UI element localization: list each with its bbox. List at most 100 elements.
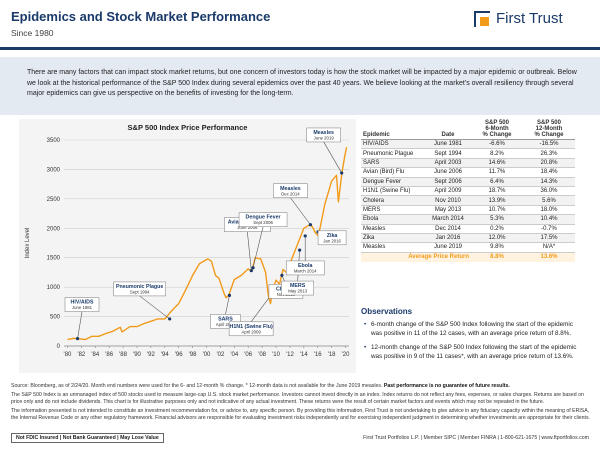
cell-epidemic: Measles (361, 242, 425, 253)
cell-date: Nov 2010 (425, 195, 471, 206)
y-tick-label: 2000 (47, 226, 61, 232)
cell-epidemic: Dengue Fever (361, 177, 425, 187)
cell-six: 10.7% (471, 205, 523, 216)
annotation-label: Dengue Fever (246, 215, 281, 221)
table-row: Pneumonic Plague Sept 1994 8.2% 26.3% (361, 148, 575, 159)
fdic-badge: Not FDIC Insured | Not Bank Guaranteed |… (11, 433, 164, 443)
annotation-label: Pneumonic Plague (116, 284, 163, 290)
col-six-month: S&P 500 6-Month % Change (471, 119, 523, 140)
footer: Not FDIC Insured | Not Bank Guaranteed |… (11, 431, 589, 445)
annotation-marker (303, 234, 307, 238)
x-tick-label: '06 (244, 352, 252, 358)
intro-text: There are many factors that can impact s… (27, 69, 577, 97)
x-tick-label: '16 (314, 352, 322, 358)
header-divider (0, 47, 600, 50)
x-tick-label: '80 (64, 352, 72, 358)
cell-date: June 2019 (425, 242, 471, 253)
annotation-date: April 2003 (216, 322, 236, 327)
intro-box: There are many factors that can impact s… (0, 57, 600, 115)
cell-date: Dec 2014 (425, 224, 471, 234)
y-tick-label: 3000 (47, 167, 61, 173)
cell-six: 6.4% (471, 177, 523, 187)
logo-text: First Trust (496, 10, 563, 27)
annotation-box (285, 260, 325, 276)
cell-twelve: 36.0% (523, 186, 575, 197)
footer-contact: First Trust Portfolios L.P. | Member SIP… (363, 435, 589, 441)
annotation-marker (280, 273, 284, 277)
cell-date: Jan 2016 (425, 233, 471, 244)
annotation-marker (75, 337, 80, 341)
x-tick-label: '10 (272, 352, 280, 358)
col-six-month-line2: 6-Month (485, 126, 509, 132)
annotation-leader (323, 141, 342, 174)
cell-epidemic: Measles (361, 224, 425, 234)
cell-twelve: 17.5% (523, 233, 575, 244)
source-line-1: Source: Bloomberg, as of 2/24/20. Month … (11, 383, 595, 391)
annotation-leader (139, 295, 170, 320)
annotation-date: June 2006 (237, 225, 258, 230)
col-six-month-line1: S&P 500 (485, 120, 509, 126)
cell-six: 11.7% (471, 167, 523, 178)
chart-title: S&P 500 Index Price Performance (128, 123, 248, 132)
annotation-box (64, 297, 100, 312)
table-row: Zika Jan 2016 12.0% 17.5% (361, 233, 575, 244)
cell-six: 5.3% (471, 214, 523, 225)
annotation-marker (308, 223, 313, 227)
first-trust-logo: First Trust (474, 10, 563, 27)
annotation-date: Sept 2006 (253, 220, 273, 225)
col-twelve-month-line2: 12-Month (535, 126, 563, 132)
annotation-box (113, 281, 166, 297)
cell-twelve: 26.3% (523, 148, 575, 159)
cell-twelve: 18.0% (523, 205, 575, 216)
col-epidemic: Epidemic (361, 119, 425, 140)
table-row: SARS April 2003 14.6% 20.8% (361, 158, 575, 169)
epidemic-table: Epidemic Date S&P 500 6-Month % Change S… (361, 119, 575, 262)
cell-six: 12.0% (471, 233, 523, 244)
cell-six: 8.2% (471, 148, 523, 159)
annotation-label: HIV/AIDS (71, 300, 94, 306)
annotation-leader (250, 294, 272, 322)
cell-twelve: -16.5% (523, 139, 575, 150)
annotation-marker (168, 317, 172, 321)
annotation-box (273, 183, 308, 199)
x-tick-label: '96 (175, 352, 183, 358)
cell-date: Sept 2006 (425, 177, 471, 187)
cell-epidemic: Zika (361, 233, 425, 244)
cell-date: June 1981 (425, 139, 471, 150)
x-tick-label: '84 (91, 352, 99, 358)
cell-epidemic: Cholera (361, 195, 425, 206)
annotation-leader (225, 295, 230, 315)
sp500-series-line (67, 146, 348, 341)
x-tick-label: '86 (105, 352, 113, 358)
x-tick-label: '04 (230, 352, 238, 358)
cell-twelve: 20.8% (523, 158, 575, 169)
cell-twelve: N/A* (523, 242, 575, 253)
annotation-label: Measles (313, 130, 334, 136)
annotation-label: MERS (290, 283, 306, 289)
col-date: Date (425, 119, 471, 140)
x-tick-label: '88 (119, 352, 127, 358)
source-text: Source: Bloomberg, as of 2/24/20. Month … (11, 383, 383, 389)
logo-mark-icon (474, 10, 490, 27)
cell-twelve: 18.4% (523, 167, 575, 178)
table-row: Ebola March 2014 5.3% 10.4% (361, 214, 575, 225)
annotation-date: June 2019 (314, 135, 335, 140)
cell-twelve: 5.6% (523, 195, 575, 206)
annotation-date: May 2013 (288, 289, 307, 294)
annotation-leader (252, 226, 264, 268)
average-six: 8.8% (471, 252, 523, 262)
chart-panel: S&P 500 Index Price Performance 0 500 1000 1… (19, 119, 356, 373)
table-row: Measles June 2019 9.8% N/A* (361, 242, 575, 253)
annotation-label: Zika (327, 233, 338, 239)
source-disclosure: Source: Bloomberg, as of 2/24/20. Month … (11, 383, 595, 424)
cell-date: Sept 1994 (425, 148, 471, 159)
col-six-month-line3: % Change (482, 132, 512, 138)
x-tick-label: '12 (286, 352, 294, 358)
table-row: H1N1 (Swine Flu) April 2009 18.7% 36.0% (361, 186, 575, 197)
annotation-leader (290, 197, 311, 225)
cell-date: April 2009 (425, 186, 471, 197)
cell-six: 9.8% (471, 242, 523, 253)
annotation-date: Sept 1994 (130, 289, 150, 294)
x-tick-label: '08 (258, 352, 266, 358)
x-tick-label: '00 (203, 352, 211, 358)
